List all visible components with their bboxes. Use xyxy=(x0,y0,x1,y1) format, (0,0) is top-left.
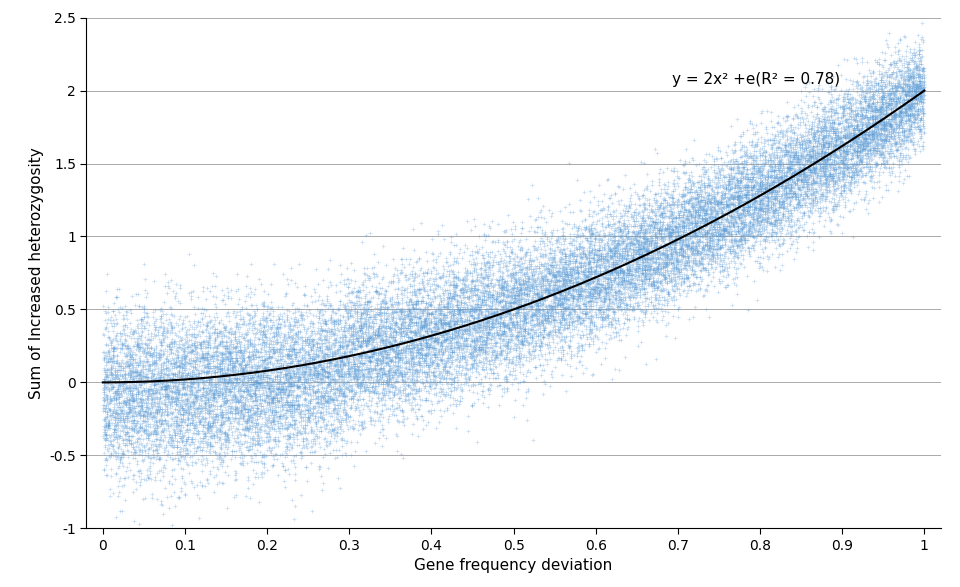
Y-axis label: Sum of Increased heterozygosity: Sum of Increased heterozygosity xyxy=(29,147,43,399)
Text: y = 2x² +e(R² = 0.78): y = 2x² +e(R² = 0.78) xyxy=(672,72,840,87)
X-axis label: Gene frequency deviation: Gene frequency deviation xyxy=(415,558,612,573)
